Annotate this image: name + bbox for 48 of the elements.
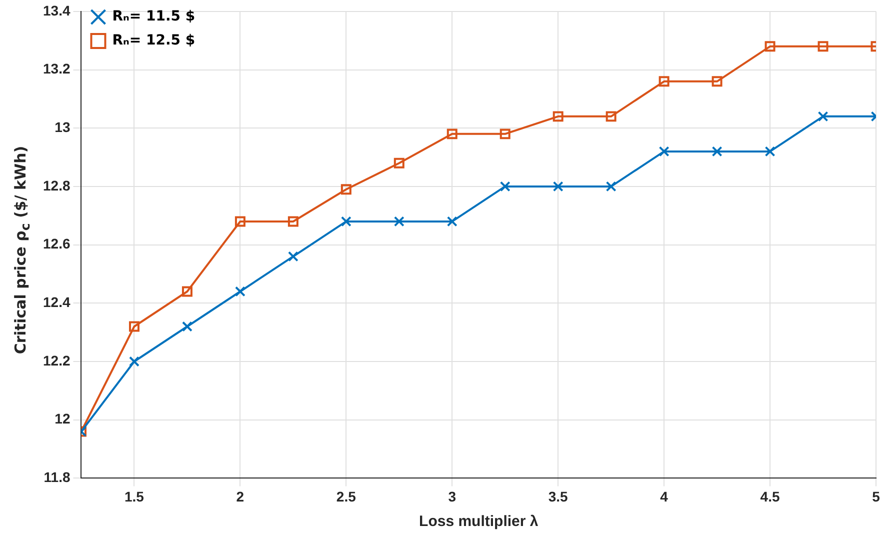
legend-label: Rₙ= 12.5 $ [112, 32, 196, 49]
point [288, 251, 298, 262]
y-tick-label: 11.8 [44, 469, 70, 486]
point [500, 181, 510, 192]
point [128, 356, 140, 367]
y-tick-label: 12 [54, 410, 70, 427]
y-tick-label: 12.8 [43, 177, 70, 194]
point [340, 184, 352, 195]
y-tick-label: 12.4 [43, 294, 70, 310]
point [818, 111, 828, 122]
point [552, 181, 564, 192]
x-tick-label: 2 [236, 488, 244, 504]
y-tick-label: 12.2 [43, 352, 70, 368]
point [658, 76, 670, 87]
point [764, 41, 776, 52]
point [340, 216, 352, 227]
point [234, 216, 246, 227]
x-tick-label: 1.5 [124, 488, 144, 504]
point [128, 321, 140, 332]
legend-label: Rₙ= 11.5 $ [112, 8, 196, 25]
x-tick-label: 5 [872, 488, 880, 504]
point [606, 111, 616, 122]
y-tick-label: 12.6 [43, 236, 70, 252]
point [764, 146, 776, 157]
point [658, 146, 670, 157]
x-tick-label: 4 [660, 488, 668, 504]
point [394, 216, 404, 227]
point [818, 41, 828, 52]
point [288, 216, 298, 227]
point [234, 286, 246, 297]
point [712, 146, 722, 157]
point [446, 216, 458, 227]
point [446, 128, 458, 140]
x-tick-label: 4.5 [760, 488, 780, 504]
point [500, 128, 510, 140]
x-tick-label: 2.5 [336, 488, 356, 504]
y-tick-label: 13.4 [43, 2, 70, 18]
point [394, 158, 404, 168]
point [552, 111, 564, 122]
point [606, 181, 616, 192]
x-tick-label: 3.5 [548, 488, 568, 504]
x-axis-title: Loss multiplier λ [419, 513, 539, 530]
point [182, 286, 192, 297]
point [182, 321, 192, 332]
y-tick-label: 13 [54, 118, 70, 135]
point [712, 76, 722, 87]
x-tick-label: 3 [448, 488, 456, 504]
y-tick-label: 13.2 [43, 60, 70, 77]
